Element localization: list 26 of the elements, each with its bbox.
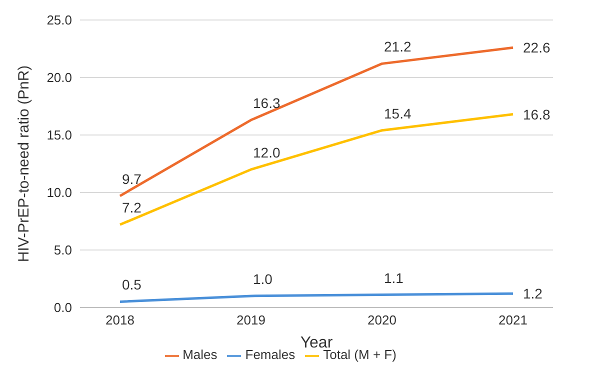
data-label: 1.2 bbox=[523, 286, 543, 302]
data-label: 12.0 bbox=[253, 144, 280, 160]
y-tick-label: 0.0 bbox=[54, 300, 72, 316]
data-label: 21.2 bbox=[384, 38, 412, 55]
x-tick-label: 2020 bbox=[368, 312, 396, 328]
y-tick-label: 10.0 bbox=[46, 185, 72, 200]
data-label: 16.8 bbox=[523, 106, 550, 122]
y-tick-label: 20.0 bbox=[46, 70, 72, 86]
legend-label: Males bbox=[182, 347, 218, 362]
data-label: 0.5 bbox=[122, 276, 142, 293]
y-tick-label: 15.0 bbox=[46, 128, 72, 143]
legend-label: Females bbox=[245, 347, 296, 362]
x-tick-label: 2018 bbox=[106, 312, 134, 328]
y-tick-label: 5.0 bbox=[54, 242, 72, 258]
line-series bbox=[118, 292, 514, 303]
data-label: 1.0 bbox=[253, 270, 273, 287]
x-tick-label: 2019 bbox=[236, 312, 266, 328]
data-label: 22.6 bbox=[523, 40, 550, 56]
data-label: 16.3 bbox=[253, 95, 280, 112]
data-label: 7.2 bbox=[122, 200, 142, 216]
x-tick-label: 2021 bbox=[498, 312, 528, 328]
data-label: 1.1 bbox=[384, 270, 404, 286]
y-tick-label: 25.0 bbox=[46, 12, 72, 28]
data-label: 15.4 bbox=[384, 105, 412, 122]
y-axis-title: HIV-PrEP-to-need ratio (PnR) bbox=[15, 65, 32, 262]
data-label: 9.7 bbox=[122, 170, 142, 187]
